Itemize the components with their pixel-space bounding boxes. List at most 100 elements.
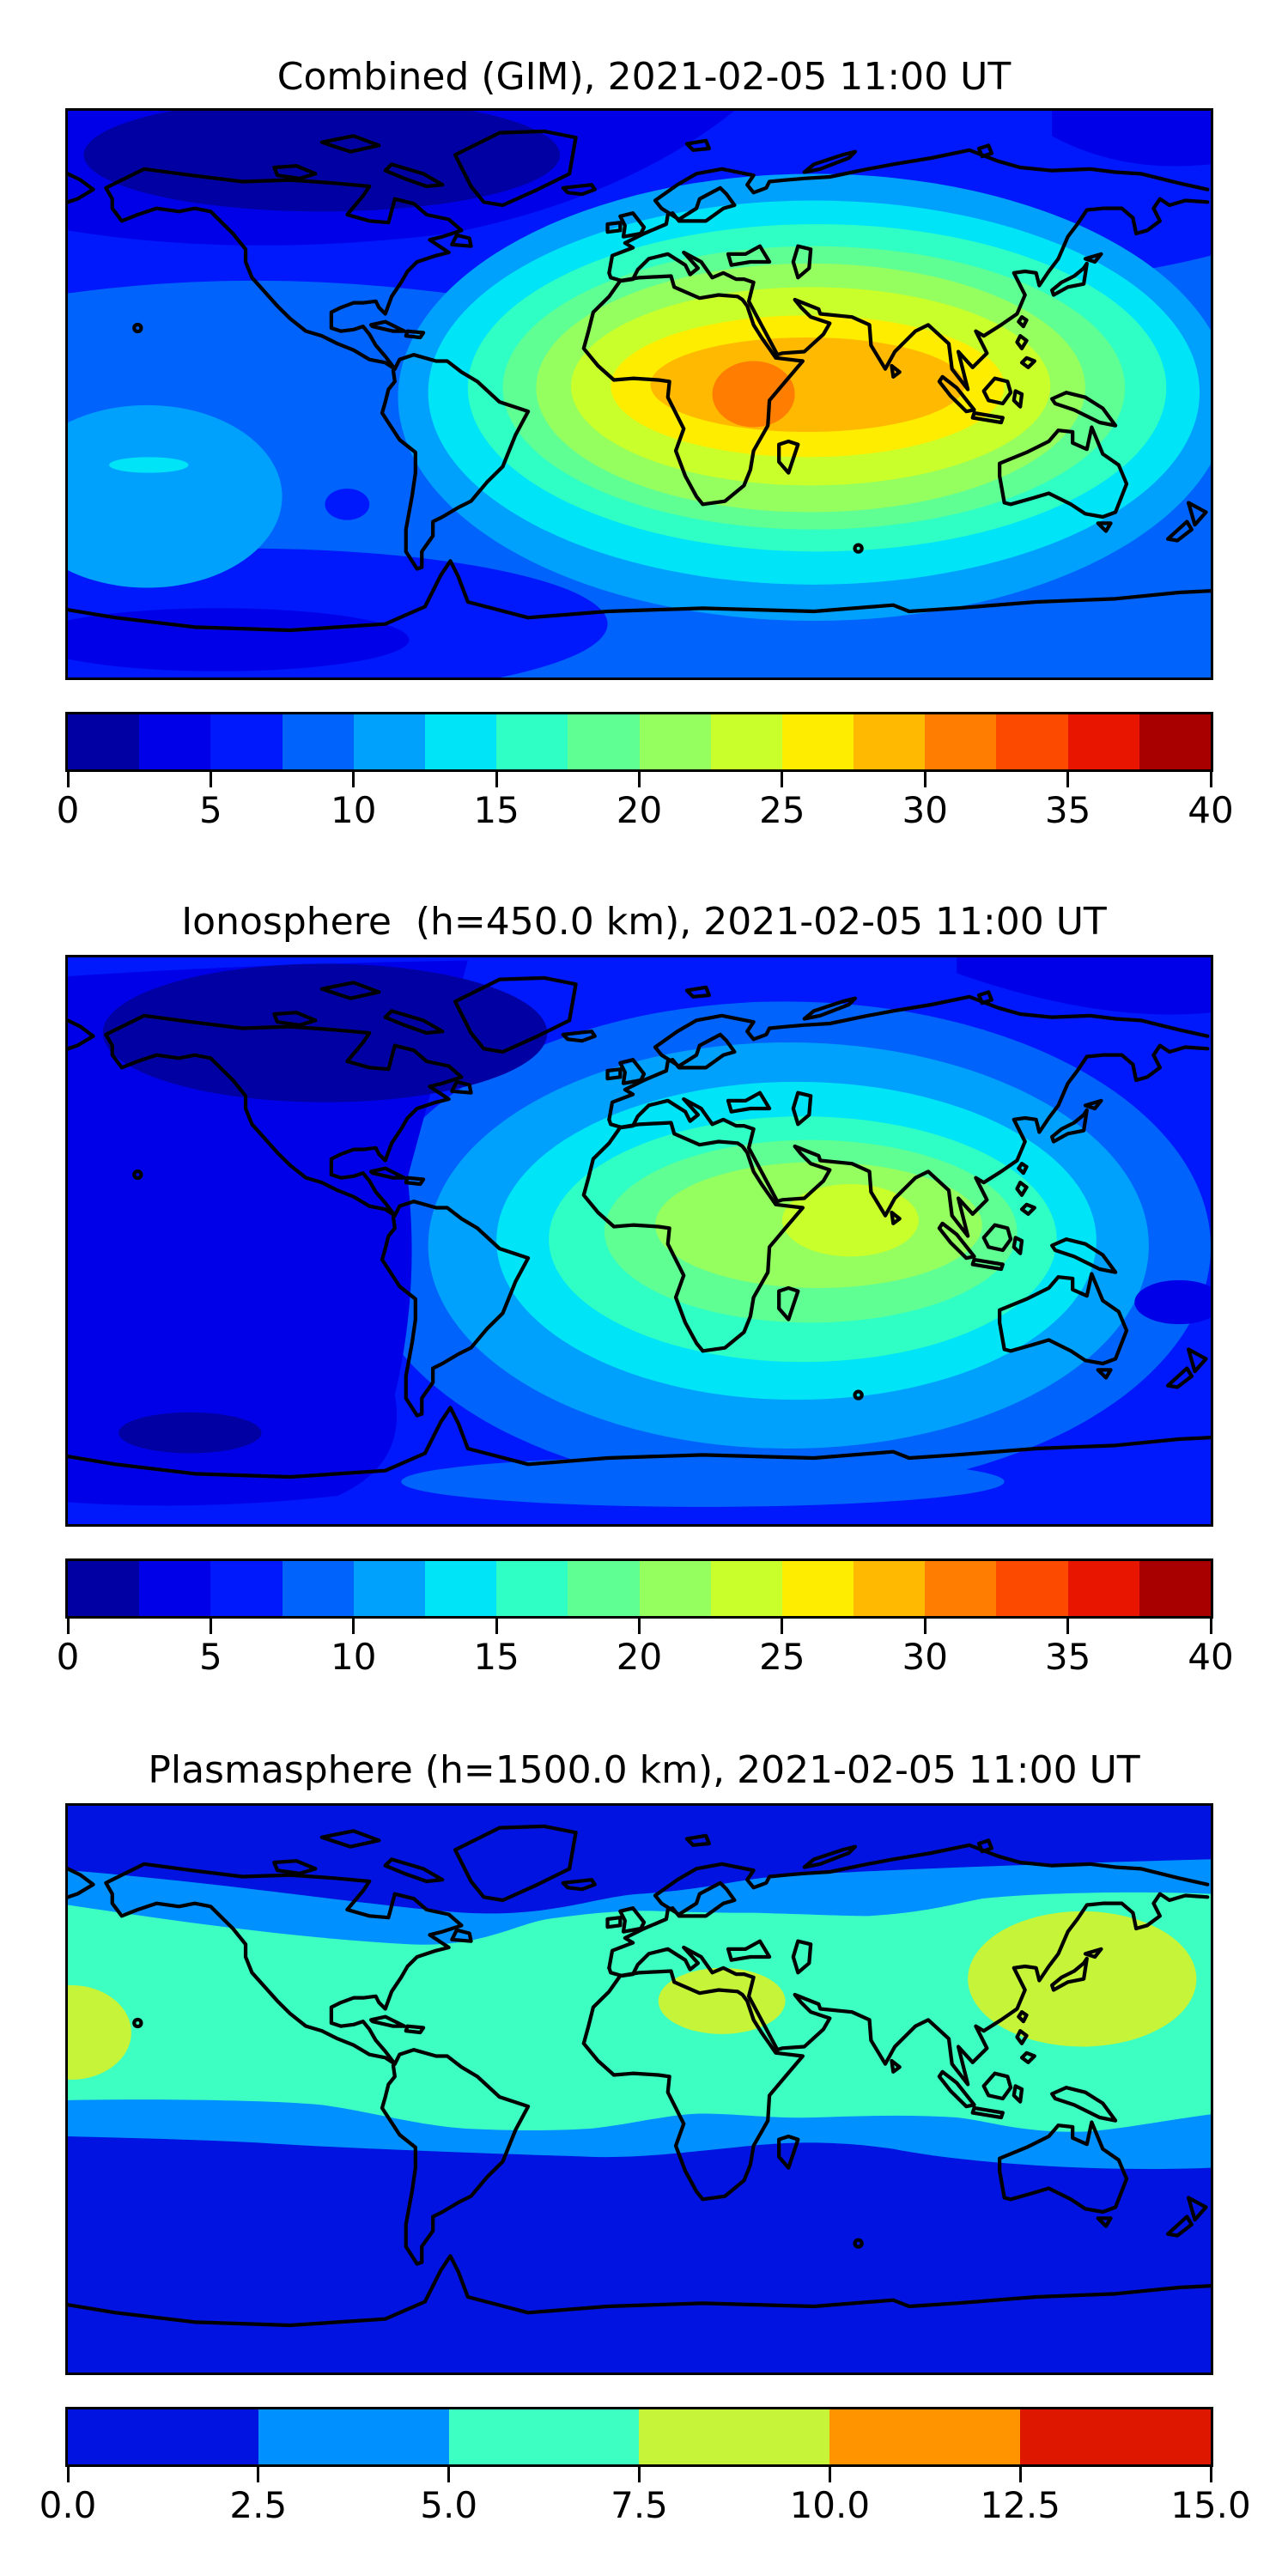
panel1-map-svg (68, 111, 1211, 677)
panel1-colorbar (65, 712, 1213, 772)
colorbar-tick-mark (209, 772, 212, 787)
colorbar-tick-label: 10 (331, 789, 377, 831)
colorbar-tick-label: 0 (56, 789, 80, 831)
colorbar-tick-label: 5 (199, 1636, 222, 1678)
colorbar-segment (210, 1561, 283, 1616)
colorbar-tick-label: 35 (1044, 1636, 1091, 1678)
colorbar-tick-mark (447, 2467, 451, 2482)
contour-fill (650, 337, 965, 432)
colorbar-segment (639, 714, 711, 769)
colorbar-tick-mark (66, 772, 70, 787)
colorbar-segment (829, 2409, 1021, 2464)
colorbar-tick-label: 40 (1188, 1636, 1234, 1678)
colorbar-tick-label: 5 (199, 789, 222, 831)
contour-fill (1134, 1279, 1211, 1325)
panel3-colorbar (65, 2407, 1213, 2467)
colorbar-tick-label: 25 (759, 1636, 805, 1678)
colorbar-tick-mark (495, 772, 498, 787)
colorbar-segment (1139, 714, 1211, 769)
colorbar-segment (568, 1561, 640, 1616)
panel2-colorbar (65, 1558, 1213, 1619)
contour-fill (68, 1892, 1211, 2132)
colorbar-tick-label: 2.5 (229, 2484, 288, 2526)
colorbar-segment (258, 2409, 449, 2464)
colorbar-tick-label: 10 (331, 1636, 377, 1678)
colorbar-segment (210, 714, 283, 769)
colorbar-tick-label: 20 (616, 789, 663, 831)
contour-fill (102, 963, 548, 1103)
contour-fill (118, 1412, 262, 1454)
colorbar-tick-mark (1209, 772, 1212, 787)
contour-fill (658, 1967, 786, 2034)
colorbar-segment (781, 1561, 854, 1616)
colorbar-segment (139, 714, 211, 769)
colorbar-tick-mark (66, 1619, 70, 1634)
colorbar-tick-mark (781, 1619, 784, 1634)
colorbar-segment (1067, 1561, 1139, 1616)
colorbar-tick-mark (1066, 1619, 1070, 1634)
contour-fill (781, 1184, 919, 1257)
colorbar-tick-mark (1066, 772, 1070, 787)
colorbar-segment (68, 714, 140, 769)
panel1-title: Combined (GIM), 2021-02-05 11:00 UT (276, 55, 1012, 99)
colorbar-tick-mark (638, 2467, 641, 2482)
colorbar-tick-label: 10.0 (789, 2484, 871, 2526)
colorbar-segment (854, 714, 926, 769)
colorbar-segment (710, 714, 782, 769)
colorbar-segment (710, 1561, 782, 1616)
colorbar-segment (639, 2409, 830, 2464)
colorbar-segment (282, 1561, 354, 1616)
colorbar-segment (353, 714, 425, 769)
colorbar-segment (68, 2409, 258, 2464)
panel3-title: Plasmasphere (h=1500.0 km), 2021-02-05 1… (148, 1748, 1140, 1792)
colorbar-segment (781, 714, 854, 769)
colorbar-segment (1020, 2409, 1211, 2464)
contour-fill (1052, 111, 1211, 167)
colorbar-segment (68, 1561, 140, 1616)
colorbar-segment (496, 1561, 568, 1616)
panel2-map-svg (68, 957, 1211, 1524)
colorbar-tick-label: 40 (1188, 789, 1234, 831)
panel3-colorbar-axis: 0.0 2.5 5.0 7.5 10.0 12.5 15.0 (39, 2467, 1251, 2527)
colorbar-segment (568, 714, 640, 769)
colorbar-segment (424, 1561, 497, 1616)
colorbar-segment (139, 1561, 211, 1616)
colorbar-tick-label: 15.0 (1170, 2484, 1251, 2526)
colorbar-segment (854, 1561, 926, 1616)
colorbar-segment (282, 714, 354, 769)
colorbar-tick-mark (257, 2467, 260, 2482)
colorbar-tick-mark (923, 772, 927, 787)
contour-fill (401, 1456, 1005, 1507)
colorbar-tick-mark (923, 1619, 927, 1634)
colorbar-tick-mark (828, 2467, 831, 2482)
colorbar-tick-mark (638, 772, 641, 787)
colorbar-segment (996, 1561, 1068, 1616)
colorbar-segment (639, 1561, 711, 1616)
colorbar-tick-label: 12.5 (980, 2484, 1060, 2526)
colorbar-tick-mark (638, 1619, 641, 1634)
panel2-title: Ionosphere (h=450.0 km), 2021-02-05 11:0… (181, 900, 1107, 944)
colorbar-tick-label: 7.5 (611, 2484, 668, 2526)
panel1-map (65, 108, 1213, 680)
contour-fill (109, 457, 189, 473)
colorbar-tick-label: 30 (902, 1636, 948, 1678)
contour-fill (957, 957, 1211, 1015)
colorbar-tick-label: 25 (759, 789, 805, 831)
contour-fill (325, 489, 370, 520)
colorbar-segment (925, 714, 997, 769)
colorbar-segment (496, 714, 568, 769)
colorbar-segment (353, 1561, 425, 1616)
colorbar-tick-label: 15 (473, 789, 519, 831)
colorbar-tick-label: 20 (616, 1636, 663, 1678)
contour-fill (68, 404, 283, 588)
colorbar-tick-label: 5.0 (420, 2484, 478, 2526)
colorbar-tick-mark (781, 772, 784, 787)
colorbar-segment (424, 714, 497, 769)
colorbar-tick-label: 15 (473, 1636, 519, 1678)
panel1-colorbar-axis: 0 5 10 15 20 25 30 35 40 (57, 772, 1234, 832)
panel2-map (65, 955, 1213, 1527)
colorbar-tick-mark (66, 2467, 70, 2482)
colorbar-tick-label: 0 (56, 1636, 80, 1678)
colorbar-tick-mark (352, 1619, 355, 1634)
colorbar-segment (925, 1561, 997, 1616)
